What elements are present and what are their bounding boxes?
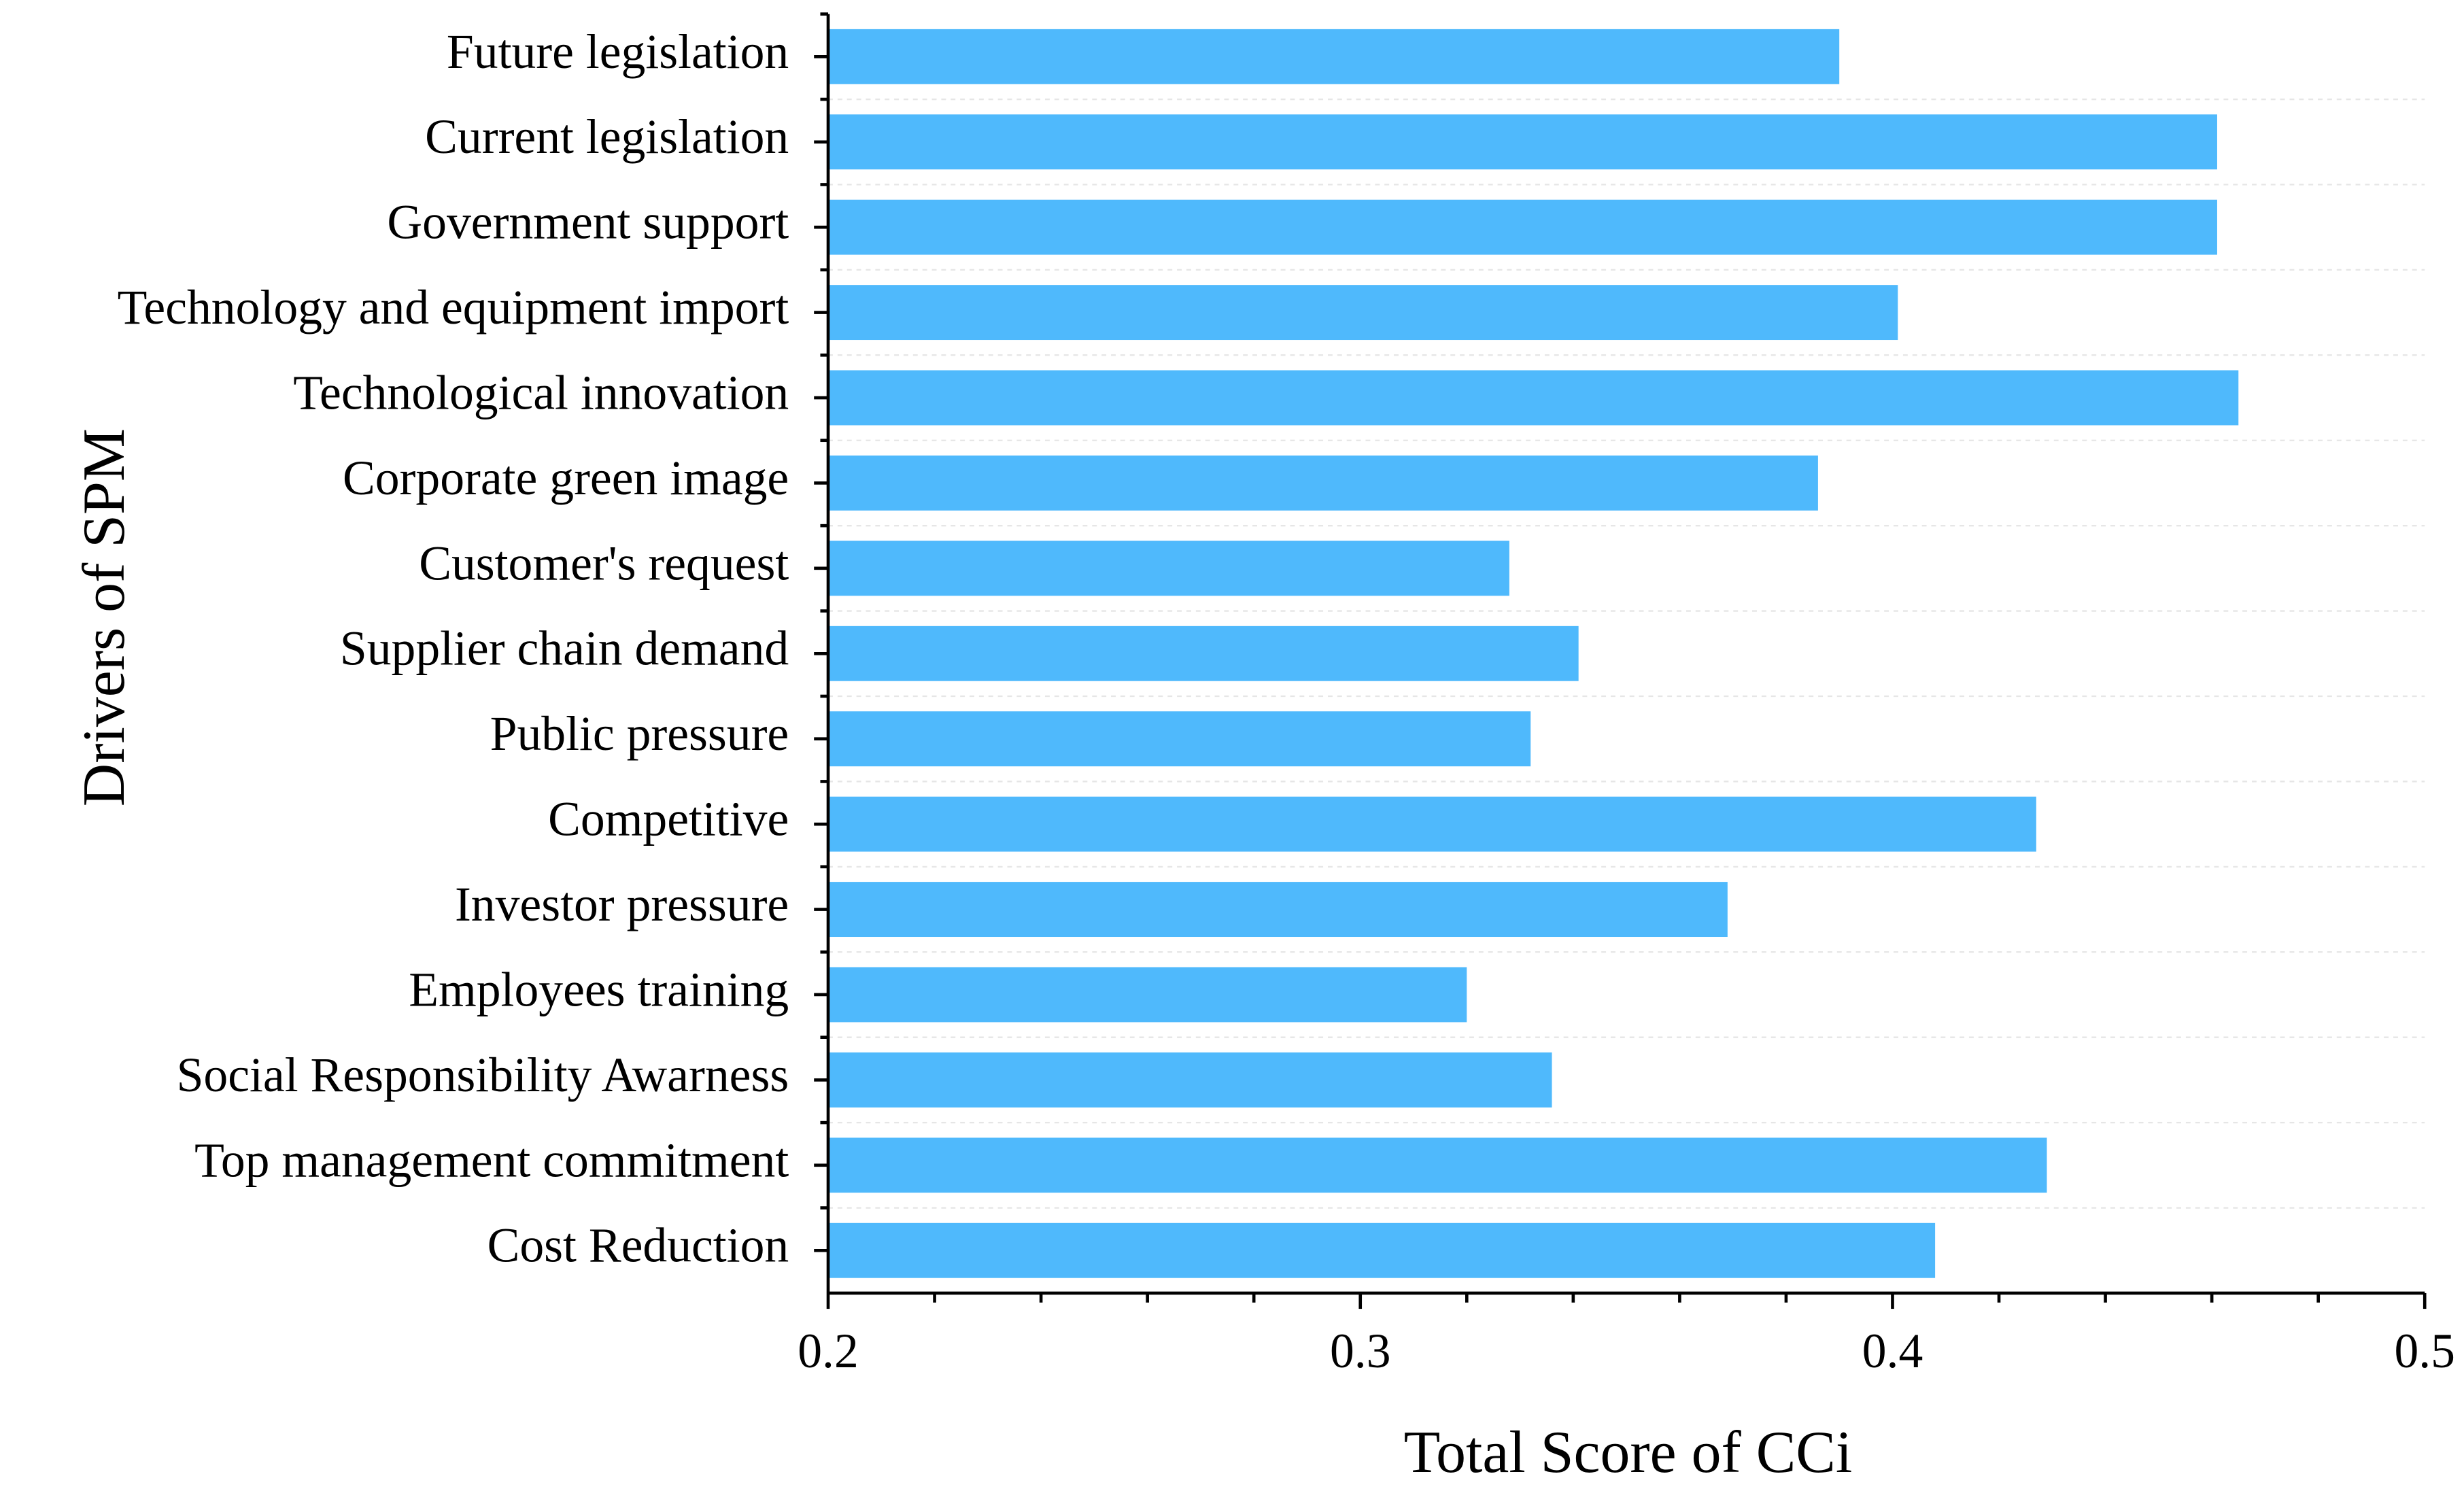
y-tick-label: Investor pressure xyxy=(455,878,789,931)
x-tick-label: 0.2 xyxy=(798,1324,859,1378)
bar xyxy=(828,711,1531,767)
bar xyxy=(828,882,1728,938)
y-axis-label: Drivers of SPM xyxy=(71,428,137,806)
bar xyxy=(828,285,1898,341)
y-tick-label: Technology and equipment import xyxy=(118,281,789,335)
y-tick-label: Corporate green image xyxy=(343,451,789,505)
y-tick-label: Current legislation xyxy=(425,110,789,164)
bar xyxy=(828,1137,2047,1193)
y-tick-label: Employees training xyxy=(409,963,789,1016)
y-tick-label: Supplier chain demand xyxy=(340,622,789,676)
y-tick-label: Top management commitment xyxy=(194,1133,789,1187)
x-tick-label: 0.5 xyxy=(2394,1324,2455,1378)
bar xyxy=(828,29,1840,84)
bar xyxy=(828,370,2239,426)
y-tick-label: Government support xyxy=(387,196,789,250)
bar xyxy=(828,1052,1552,1108)
bar xyxy=(828,456,1818,511)
bar xyxy=(828,541,1509,596)
y-tick-label: Customer's request xyxy=(419,536,789,590)
y-tick-label: Technological innovation xyxy=(293,366,789,419)
x-tick-label: 0.3 xyxy=(1330,1324,1391,1378)
bar xyxy=(828,199,2217,255)
bar xyxy=(828,1222,1936,1278)
x-tick-label: 0.4 xyxy=(1862,1324,1923,1378)
bar xyxy=(828,796,2036,852)
y-tick-label: Competitive xyxy=(548,793,789,846)
y-tick-label: Public pressure xyxy=(490,707,789,761)
bar xyxy=(828,114,2217,170)
bar xyxy=(828,625,1579,681)
y-tick-label: Future legislation xyxy=(447,25,789,79)
y-tick-label: Social Responsibility Awarness xyxy=(177,1048,789,1102)
bar xyxy=(828,967,1467,1023)
y-tick-label: Cost Reduction xyxy=(487,1219,789,1273)
x-axis-label: Total Score of CCi xyxy=(1404,1419,1853,1485)
